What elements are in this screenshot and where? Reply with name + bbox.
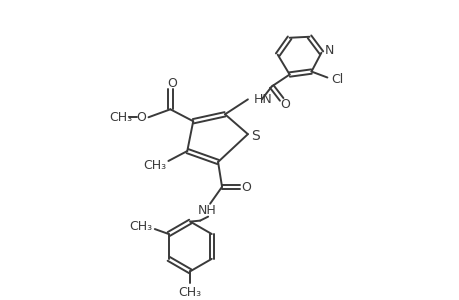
Text: HN: HN	[253, 93, 272, 106]
Text: Cl: Cl	[330, 73, 343, 86]
Text: CH₃: CH₃	[129, 220, 152, 232]
Text: O: O	[280, 98, 290, 111]
Text: O: O	[136, 111, 146, 124]
Text: CH₃: CH₃	[178, 286, 202, 299]
Text: CH₃: CH₃	[109, 111, 132, 124]
Text: CH₃: CH₃	[143, 160, 166, 172]
Text: O: O	[167, 77, 177, 90]
Text: NH: NH	[197, 204, 216, 217]
Text: S: S	[251, 129, 260, 143]
Text: N: N	[324, 44, 333, 57]
Text: O: O	[241, 181, 250, 194]
